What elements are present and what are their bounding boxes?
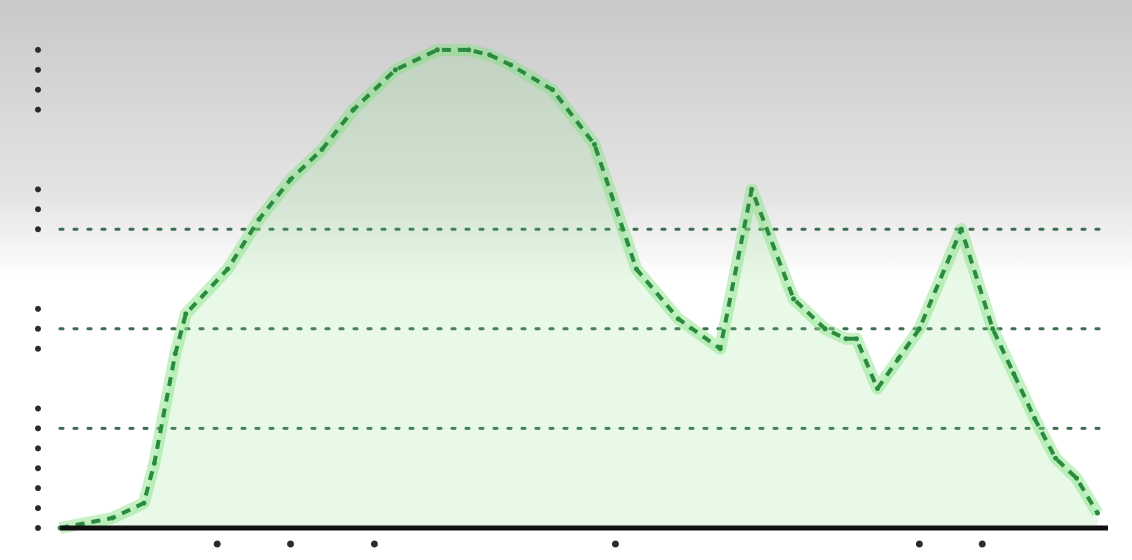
data-point-10 — [319, 147, 325, 153]
data-point-17 — [550, 87, 556, 93]
data-point-23 — [791, 296, 797, 302]
y-tick-3 — [35, 485, 41, 492]
series-line — [58, 43, 1103, 534]
data-point-34 — [1053, 455, 1059, 461]
data-point-26 — [853, 336, 859, 342]
data-point-5 — [172, 351, 178, 357]
data-point-6 — [183, 311, 189, 317]
y-tick-10 — [35, 305, 41, 312]
y-tick-13 — [35, 186, 41, 193]
data-point-4 — [151, 460, 157, 466]
data-point-25 — [843, 336, 849, 342]
data-point-36 — [1095, 510, 1101, 516]
data-point-29 — [916, 326, 922, 332]
x-tick-5 — [915, 540, 923, 548]
y-tick-5 — [35, 445, 41, 452]
data-point-30 — [958, 226, 964, 232]
data-point-11 — [350, 107, 356, 113]
data-point-19 — [633, 266, 639, 272]
x-tick-1 — [213, 540, 221, 548]
x-tick-2 — [287, 540, 295, 548]
data-point-33 — [1032, 415, 1038, 421]
data-point-24 — [822, 326, 828, 332]
data-point-32 — [1011, 371, 1017, 377]
data-point-28 — [895, 356, 901, 362]
y-tick-4 — [35, 465, 41, 472]
y-tick-8 — [35, 345, 41, 352]
y-tick-1 — [35, 525, 41, 531]
x-tick-4 — [611, 540, 619, 548]
data-point-18 — [591, 142, 597, 148]
data-point-13 — [434, 47, 440, 53]
y-tick-15 — [35, 86, 41, 93]
y-tick-9 — [35, 325, 41, 332]
data-point-22 — [749, 186, 755, 192]
y-tick-14 — [35, 106, 41, 113]
data-point-31 — [990, 326, 996, 332]
axes — [35, 46, 1108, 548]
data-point-35 — [1074, 475, 1080, 481]
data-point-14 — [466, 47, 472, 53]
data-point-20 — [675, 316, 681, 322]
data-point-16 — [508, 62, 514, 68]
x-tick-6 — [978, 540, 986, 548]
y-tick-12 — [35, 206, 41, 213]
series-points — [57, 47, 1101, 531]
x-tick-3 — [370, 540, 378, 548]
series-1-line — [59, 47, 1100, 530]
data-point-2 — [109, 515, 115, 521]
series-area — [60, 49, 1098, 529]
series-1-fill — [60, 49, 1098, 529]
data-point-8 — [256, 216, 262, 222]
y-tick-6 — [35, 425, 41, 432]
data-point-7 — [225, 266, 231, 272]
data-point-15 — [487, 52, 493, 58]
data-point-12 — [392, 67, 398, 73]
y-tick-2 — [35, 505, 41, 512]
data-point-3 — [141, 500, 147, 506]
data-point-21 — [717, 346, 723, 352]
y-tick-11 — [35, 226, 41, 233]
data-point-27 — [874, 386, 880, 392]
y-tick-17 — [35, 46, 41, 53]
data-point-9 — [288, 176, 294, 182]
y-tick-7 — [35, 405, 41, 412]
y-tick-16 — [35, 66, 41, 73]
